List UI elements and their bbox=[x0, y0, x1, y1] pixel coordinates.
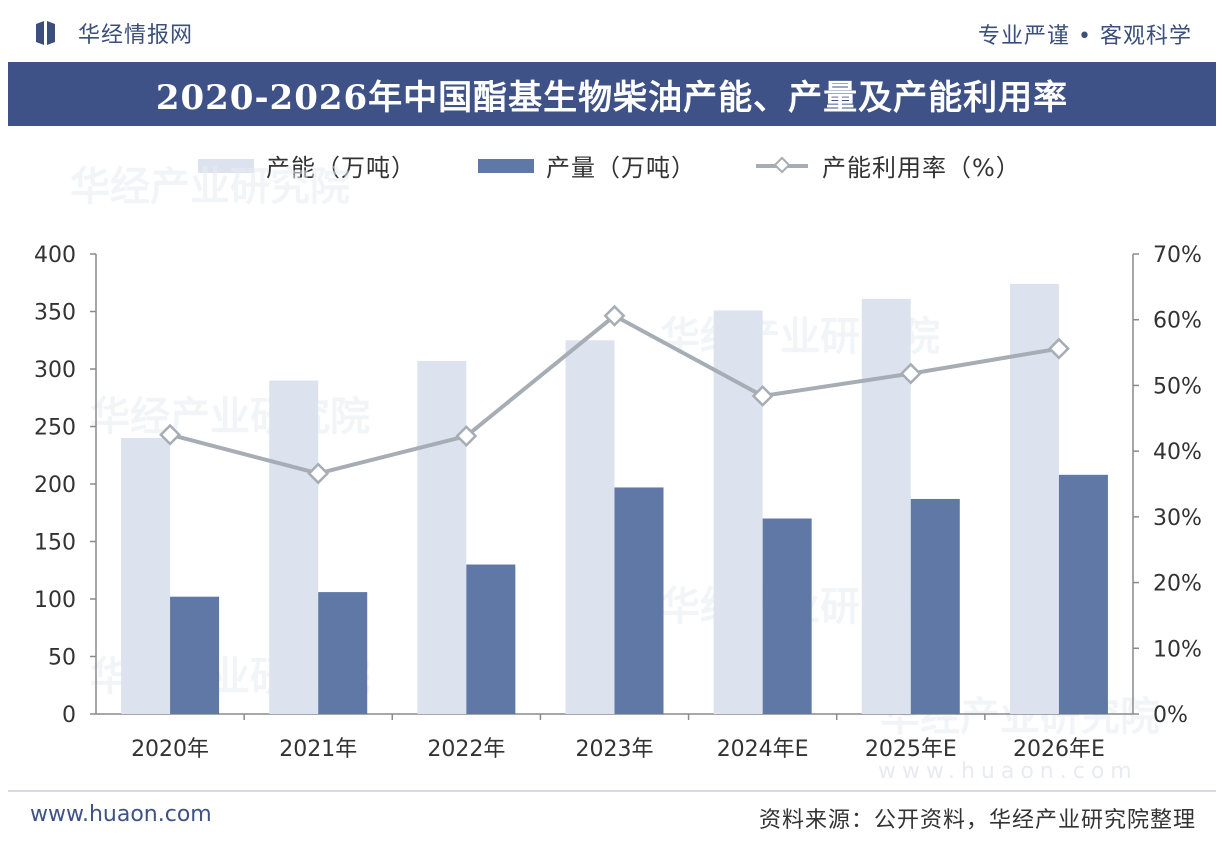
brand-logo-icon bbox=[36, 21, 55, 45]
footer: www.huaon.com 资料来源：公开资料，华经产业研究院整理 bbox=[0, 790, 1224, 852]
title-bar: 2020-2026年中国酯基生物柴油产能、产量及产能利用率 bbox=[8, 62, 1216, 126]
point-utilization bbox=[159, 423, 182, 446]
bar-capacity bbox=[417, 360, 467, 714]
y-left-tick-label: 400 bbox=[34, 243, 76, 268]
y-right-tick-label: 0% bbox=[1153, 703, 1188, 728]
bar-capacity bbox=[713, 310, 763, 714]
y-left-tick-label: 100 bbox=[34, 588, 76, 613]
legend-swatch-output bbox=[478, 158, 534, 173]
x-tick-label: 2022年 bbox=[427, 737, 505, 762]
watermark-text: 华经产业研究院 bbox=[90, 394, 370, 440]
top-bar: 华经情报网 专业严谨 • 客观科学 bbox=[0, 0, 1224, 62]
footer-source: 资料来源：公开资料，华经产业研究院整理 bbox=[758, 808, 1196, 833]
bar-output bbox=[1058, 474, 1108, 714]
point-utilization bbox=[603, 304, 626, 327]
watermark-text: 华经产业研究院 bbox=[70, 164, 350, 210]
legend: 产能（万吨） 产量（万吨） 产能利用率（%） bbox=[0, 144, 1224, 190]
y-left-tick-label: 250 bbox=[34, 416, 76, 441]
x-tick-label: 2024年E bbox=[717, 737, 809, 762]
bar-output bbox=[762, 518, 812, 714]
y-right-tick-label: 60% bbox=[1153, 309, 1202, 334]
legend-item-utilization: 产能利用率（%） bbox=[754, 148, 1021, 183]
bar-capacity bbox=[269, 380, 319, 714]
y-right-tick-label: 70% bbox=[1153, 243, 1202, 268]
bar-capacity bbox=[565, 340, 615, 714]
y-left-tick-label: 50 bbox=[48, 646, 76, 671]
bar-output bbox=[170, 596, 220, 714]
bar-output bbox=[614, 487, 664, 714]
watermark-url: www.huaon.com bbox=[878, 759, 1138, 784]
legend-item-capacity: 产能（万吨） bbox=[198, 148, 416, 183]
legend-label-utilization: 产能利用率（%） bbox=[822, 154, 1021, 182]
point-utilization bbox=[751, 384, 774, 407]
point-utilization bbox=[455, 425, 478, 447]
point-utilization bbox=[307, 462, 330, 485]
x-tick-label: 2026年E bbox=[1013, 737, 1105, 762]
y-left-tick-label: 300 bbox=[34, 358, 76, 383]
legend-label-capacity: 产能（万吨） bbox=[266, 154, 416, 182]
point-utilization bbox=[1047, 337, 1070, 360]
x-tick-label: 2025年E bbox=[865, 737, 957, 762]
brand-name: 华经情报网 bbox=[78, 23, 194, 48]
y-right-tick-label: 30% bbox=[1153, 506, 1202, 531]
bar-capacity bbox=[861, 298, 911, 714]
footer-site: www.huaon.com bbox=[30, 802, 212, 827]
y-left-tick-label: 0 bbox=[62, 703, 76, 728]
y-right-tick-label: 20% bbox=[1153, 572, 1202, 597]
y-right-tick-label: 40% bbox=[1153, 440, 1202, 465]
bar-output bbox=[318, 592, 368, 714]
legend-swatch-capacity bbox=[198, 158, 254, 173]
y-right-tick-label: 10% bbox=[1153, 637, 1202, 662]
footer-divider bbox=[8, 790, 1216, 792]
x-tick-label: 2023年 bbox=[576, 737, 654, 762]
y-left-tick-label: 150 bbox=[34, 531, 76, 556]
point-utilization bbox=[899, 362, 922, 385]
legend-swatch-utilization bbox=[756, 156, 808, 173]
bar-capacity bbox=[121, 438, 171, 714]
y-right-tick-label: 50% bbox=[1153, 374, 1202, 399]
x-tick-label: 2020年 bbox=[131, 737, 209, 762]
legend-label-output: 产量（万吨） bbox=[546, 154, 696, 182]
slogan: 专业严谨 • 客观科学 bbox=[978, 24, 1192, 49]
chart-area: 华经产业研究院华经产业研究院华经产业研究院华经产业研究院华经产业研究院华经产业研… bbox=[34, 164, 1202, 784]
y-left-tick-label: 200 bbox=[34, 473, 76, 498]
x-tick-label: 2021年 bbox=[279, 737, 357, 762]
chart-title: 2020-2026年中国酯基生物柴油产能、产量及产能利用率 bbox=[155, 77, 1069, 118]
bar-output bbox=[466, 564, 516, 714]
legend-item-output: 产量（万吨） bbox=[478, 148, 696, 183]
bar-output bbox=[910, 498, 960, 714]
y-left-tick-label: 350 bbox=[34, 301, 76, 326]
brand: 华经情报网 bbox=[34, 18, 193, 48]
